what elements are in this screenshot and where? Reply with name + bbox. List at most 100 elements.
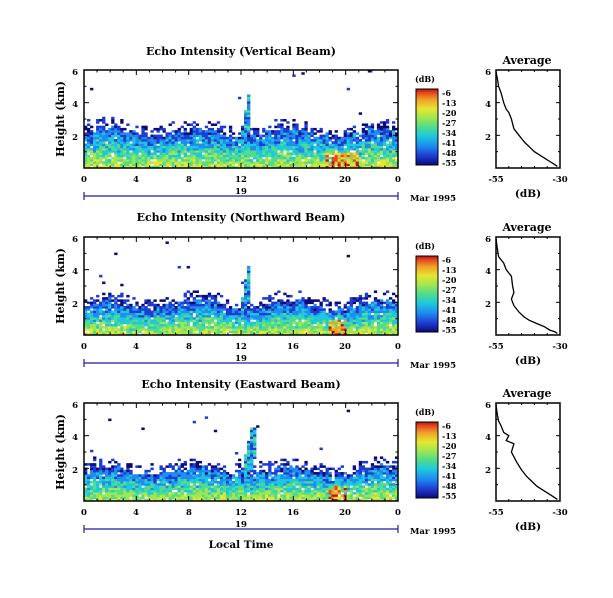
heatmap-cell [213,159,218,162]
heatmap-cell [231,492,236,495]
heatmap-cell [90,463,94,466]
heatmap-cell [126,467,130,471]
heatmap-cell [352,480,357,484]
heatmap-cell [162,472,166,475]
heatmap-cell [361,147,366,151]
heatmap-cell [102,152,106,155]
heatmap-cell [96,308,100,311]
heatmap-cell [147,326,151,329]
heatmap-cell [126,132,130,135]
heatmap-cell [361,492,366,495]
heatmap-cell [213,308,218,311]
heatmap-cell [165,143,169,147]
heatmap-cell [358,330,363,334]
heatmap-cell [352,332,357,336]
heatmap-cell [120,152,124,155]
heatmap-cell [268,159,272,162]
heatmap-cell [265,474,269,477]
heatmap-cell [391,319,396,322]
heatmap-cell [358,467,363,471]
heatmap-cell [222,150,227,153]
heatmap-cell [292,474,296,477]
heatmap-cell [274,469,278,473]
heatmap-cell [259,165,263,169]
heatmap-cell [304,123,308,126]
heatmap-cell [87,141,91,144]
heatmap-cell [355,152,360,155]
heatmap-cell [183,292,187,296]
heatmap-cell [192,319,197,322]
colorbar-unit: (dB) [415,74,435,84]
heatmap-cell [313,136,317,140]
heatmap-cell [90,494,94,497]
heatmap-cell [247,114,251,118]
heatmap-cell [156,326,160,329]
heatmap-cell [186,469,190,473]
heatmap-cell [271,163,275,167]
heatmap-cell [126,328,130,331]
heatmap-cell [171,161,175,164]
heatmap-cell [204,132,209,135]
heatmap-cell [352,312,357,316]
heatmap-cell [192,321,197,325]
heatmap-cell [144,301,148,305]
heatmap-cell [271,326,275,329]
heatmap-cell [216,480,221,484]
heatmap-cell [247,130,251,133]
heatmap-cell [241,152,245,155]
heatmap-cell [295,474,299,477]
heatmap-cell [301,156,305,160]
heatmap-cell [204,130,209,133]
heatmap-cell [117,323,121,327]
heatmap-cell [123,474,127,477]
heatmap-cell [262,297,266,300]
heatmap-cell [316,472,320,475]
heatmap-cell [93,317,97,320]
heatmap-cell [132,139,136,142]
heatmap-cell [87,130,91,133]
heatmap-cell [138,485,142,488]
heatmap-cell [337,474,341,477]
heatmap-cell [265,312,269,316]
heatmap-cell [210,147,215,151]
heatmap-cell [379,332,384,336]
heatmap-cell [216,130,221,133]
heatmap-cell [298,326,302,329]
heatmap-cell [253,465,257,468]
heatmap-cell [225,328,230,331]
heatmap-cell [183,306,187,309]
heatmap-cell [138,478,142,482]
heatmap-cell [322,154,326,158]
heatmap-cell [108,303,112,307]
heatmap-cell [222,152,227,155]
heatmap-cell [129,165,133,169]
heatmap-cell [120,476,124,480]
heatmap-cell [253,163,257,167]
heatmap-cell [319,150,323,153]
heatmap-cell [237,308,242,311]
heatmap-cell [259,314,263,318]
heatmap-cell [195,165,200,169]
heatmap-cell [364,147,369,151]
heatmap-cell [304,301,308,305]
heatmap-cell [325,319,329,322]
heatmap-cell [237,314,242,318]
heatmap-cell [156,127,160,131]
heatmap-cell [322,485,326,488]
heatmap-cell [84,487,88,491]
heatmap-cell [147,312,151,316]
heatmap-cell [316,145,320,149]
heatmap-cell [283,303,287,307]
heatmap-cell [331,161,335,164]
heatmap-cell [268,306,272,309]
heatmap-cell [367,330,372,334]
heatmap-cell [295,141,299,144]
heatmap-cell [237,139,242,142]
heatmap-cell [364,328,369,331]
heatmap-cell [162,152,166,155]
heatmap-cell [102,310,106,314]
heatmap-cell [334,330,338,334]
heatmap-cell [144,487,148,491]
heatmap-cell [247,96,251,100]
heatmap-cell [93,465,97,468]
